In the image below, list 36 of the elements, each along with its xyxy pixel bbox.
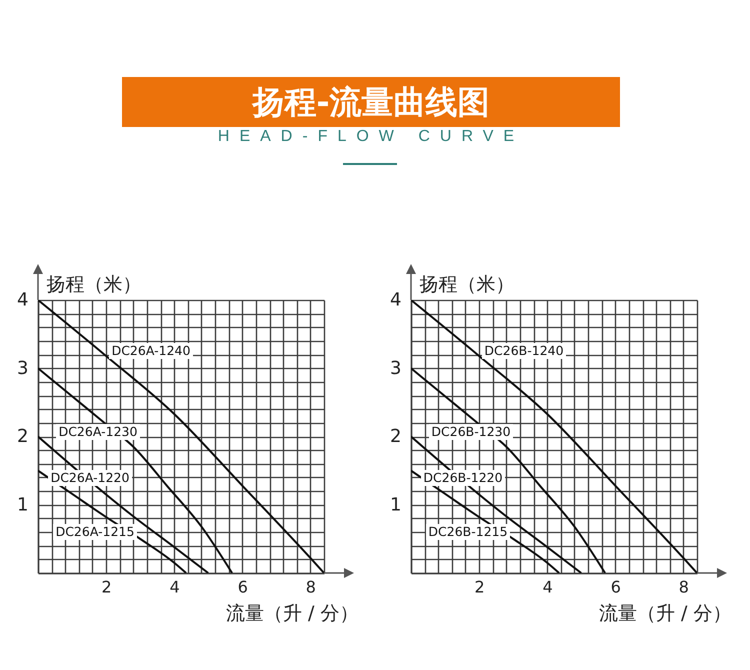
series-label: DC26A-1240 bbox=[112, 343, 190, 358]
y-tick-label: 2 bbox=[390, 426, 402, 447]
line-series bbox=[411, 436, 582, 573]
y-tick-label: 4 bbox=[17, 290, 28, 310]
series-label: DC26A-1230 bbox=[58, 424, 138, 439]
y-tick-label: 4 bbox=[390, 290, 402, 310]
y-tick-label: 3 bbox=[390, 358, 402, 379]
series-label: DC26A-1215 bbox=[56, 524, 134, 539]
x-tick-label: 6 bbox=[238, 578, 248, 596]
line-series bbox=[38, 300, 324, 573]
series-label: DC26B-1230 bbox=[431, 424, 511, 439]
line-series bbox=[38, 436, 210, 573]
y-axis-title: 扬程（米） bbox=[420, 274, 514, 296]
y-axis-title: 扬程（米） bbox=[46, 274, 142, 296]
x-axis-title: 流量（升 / 分） bbox=[226, 602, 358, 624]
x-tick-label: 8 bbox=[306, 578, 316, 596]
y-tick-label: 3 bbox=[17, 358, 28, 379]
series-label: DC26A-1220 bbox=[50, 470, 130, 485]
x-tick-label: 6 bbox=[610, 578, 621, 596]
series-label: DC26B-1220 bbox=[423, 470, 503, 485]
x-tick-label: 4 bbox=[542, 578, 553, 596]
x-tick-label: 8 bbox=[678, 578, 689, 596]
line-series bbox=[411, 300, 697, 573]
series-label: DC26B-1215 bbox=[428, 524, 508, 539]
y-tick-label: 1 bbox=[17, 494, 28, 516]
x-tick-label: 4 bbox=[170, 578, 180, 596]
line-series bbox=[38, 367, 234, 573]
line-series bbox=[411, 367, 606, 573]
text: HEAD-FLOW CURVE bbox=[216, 128, 526, 146]
x-tick-label: 2 bbox=[474, 578, 485, 596]
x-axis-title: 流量（升 / 分） bbox=[599, 602, 732, 624]
series-label: DC26B-1240 bbox=[484, 343, 564, 358]
y-tick-label: 1 bbox=[390, 494, 402, 516]
y-tick-label: 2 bbox=[17, 426, 28, 447]
chart-title: 扬程-流量曲线图 bbox=[122, 77, 620, 127]
x-tick-label: 2 bbox=[102, 578, 112, 596]
